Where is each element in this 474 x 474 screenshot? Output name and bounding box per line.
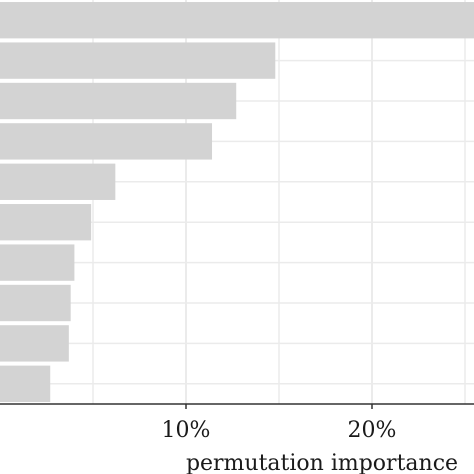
bar [0,123,213,160]
bar [0,284,71,322]
x-tick-label: 10% [162,418,211,443]
bar [0,244,75,281]
bar [0,365,51,402]
bar [0,82,237,120]
bar [0,42,276,79]
bar [0,2,474,39]
x-axis-title: permutation importance [186,451,458,474]
bar [0,163,116,200]
bars [0,2,474,402]
x-axis-ticks: 10% 20% [162,404,397,443]
bar [0,204,92,241]
x-tick-label: 20% [348,418,397,443]
bar [0,325,69,362]
